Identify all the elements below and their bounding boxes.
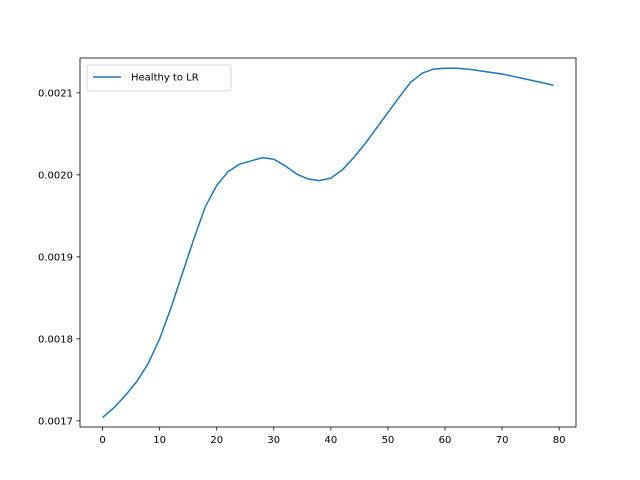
y-tick-label: 0.0017 bbox=[38, 416, 73, 427]
axes-frame bbox=[79, 57, 577, 428]
x-tick-label: 40 bbox=[324, 435, 337, 446]
series-line-0 bbox=[102, 67, 554, 419]
y-tick-label: 0.0021 bbox=[38, 88, 73, 99]
legend-box bbox=[86, 64, 232, 92]
x-tick-label: 50 bbox=[382, 435, 395, 446]
legend: Healthy to LR bbox=[86, 64, 232, 92]
x-tick-label: 70 bbox=[496, 435, 509, 446]
y-tick-label: 0.0020 bbox=[38, 170, 73, 181]
y-tick-label: 0.0019 bbox=[38, 252, 73, 263]
x-tick-label: 0 bbox=[99, 435, 105, 446]
y-tick-label: 0.0018 bbox=[38, 334, 73, 345]
x-tick-label: 20 bbox=[210, 435, 223, 446]
x-tick-label: 30 bbox=[267, 435, 280, 446]
x-tick-label: 80 bbox=[553, 435, 566, 446]
plot-area: 0 10 20 30 40 50 60 70 80 0.0017 0.0018 0.0019 0.002… bbox=[38, 57, 577, 446]
x-tick-label: 60 bbox=[439, 435, 452, 446]
legend-label: Healthy to LR bbox=[131, 73, 199, 84]
x-tick-label: 10 bbox=[153, 435, 166, 446]
